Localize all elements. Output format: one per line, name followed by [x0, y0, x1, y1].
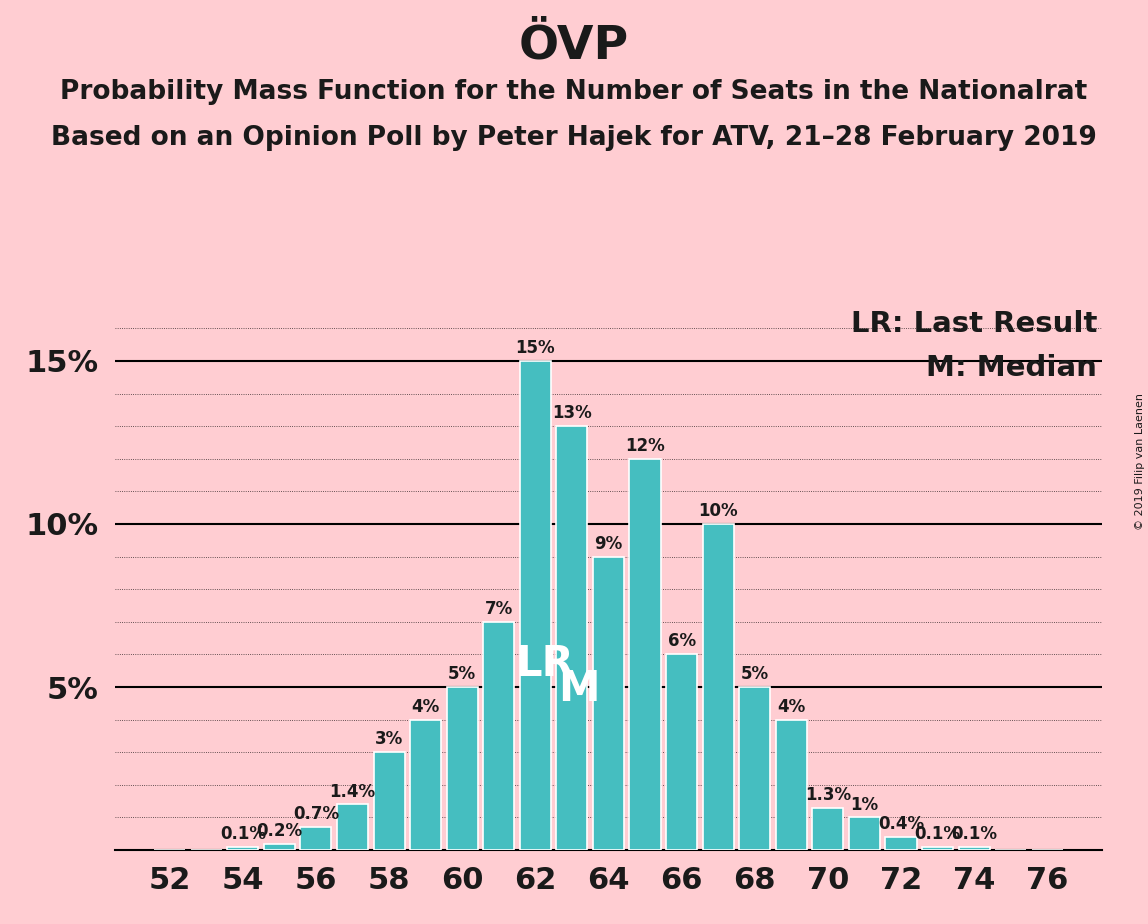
Bar	[776, 720, 807, 850]
Text: 15%: 15%	[515, 339, 556, 357]
Bar	[338, 805, 369, 850]
Bar	[301, 827, 332, 850]
Bar	[959, 846, 990, 850]
Text: 12%: 12%	[626, 437, 665, 455]
Text: 0.2%: 0.2%	[256, 821, 302, 840]
Text: 1.3%: 1.3%	[805, 785, 851, 804]
Text: M: M	[558, 668, 600, 710]
Bar	[885, 837, 916, 850]
Bar	[264, 844, 295, 850]
Text: Probability Mass Function for the Number of Seats in the Nationalrat: Probability Mass Function for the Number…	[61, 79, 1087, 104]
Text: © 2019 Filip van Laenen: © 2019 Filip van Laenen	[1135, 394, 1145, 530]
Text: 5%: 5%	[448, 665, 476, 683]
Bar	[373, 752, 404, 850]
Text: 3%: 3%	[375, 730, 403, 748]
Bar	[447, 687, 478, 850]
Bar	[922, 846, 953, 850]
Text: 0.1%: 0.1%	[219, 825, 266, 843]
Bar	[848, 818, 881, 850]
Text: LR: LR	[515, 643, 574, 686]
Text: 13%: 13%	[552, 404, 591, 422]
Text: 0.1%: 0.1%	[951, 825, 998, 843]
Bar	[592, 556, 625, 850]
Text: 4%: 4%	[411, 698, 440, 716]
Text: 6%: 6%	[667, 633, 696, 650]
Bar	[813, 808, 844, 850]
Text: ÖVP: ÖVP	[519, 23, 629, 68]
Text: 4%: 4%	[777, 698, 806, 716]
Bar	[227, 846, 258, 850]
Bar	[557, 426, 588, 850]
Bar	[666, 654, 697, 850]
Text: 0.7%: 0.7%	[293, 806, 339, 823]
Bar	[483, 622, 514, 850]
Text: 0.1%: 0.1%	[915, 825, 961, 843]
Text: 1%: 1%	[851, 796, 878, 813]
Text: Based on an Opinion Poll by Peter Hajek for ATV, 21–28 February 2019: Based on an Opinion Poll by Peter Hajek …	[51, 125, 1097, 151]
Bar	[703, 524, 734, 850]
Text: 0.4%: 0.4%	[878, 815, 924, 833]
Text: 1.4%: 1.4%	[329, 783, 375, 800]
Bar	[410, 720, 441, 850]
Text: M: Median: M: Median	[926, 354, 1097, 382]
Bar	[520, 361, 551, 850]
Text: 7%: 7%	[484, 600, 513, 618]
Text: 9%: 9%	[595, 535, 622, 553]
Text: 10%: 10%	[698, 502, 738, 520]
Bar	[739, 687, 770, 850]
Text: LR: Last Result: LR: Last Result	[851, 310, 1097, 337]
Bar	[629, 458, 660, 850]
Text: 5%: 5%	[740, 665, 769, 683]
